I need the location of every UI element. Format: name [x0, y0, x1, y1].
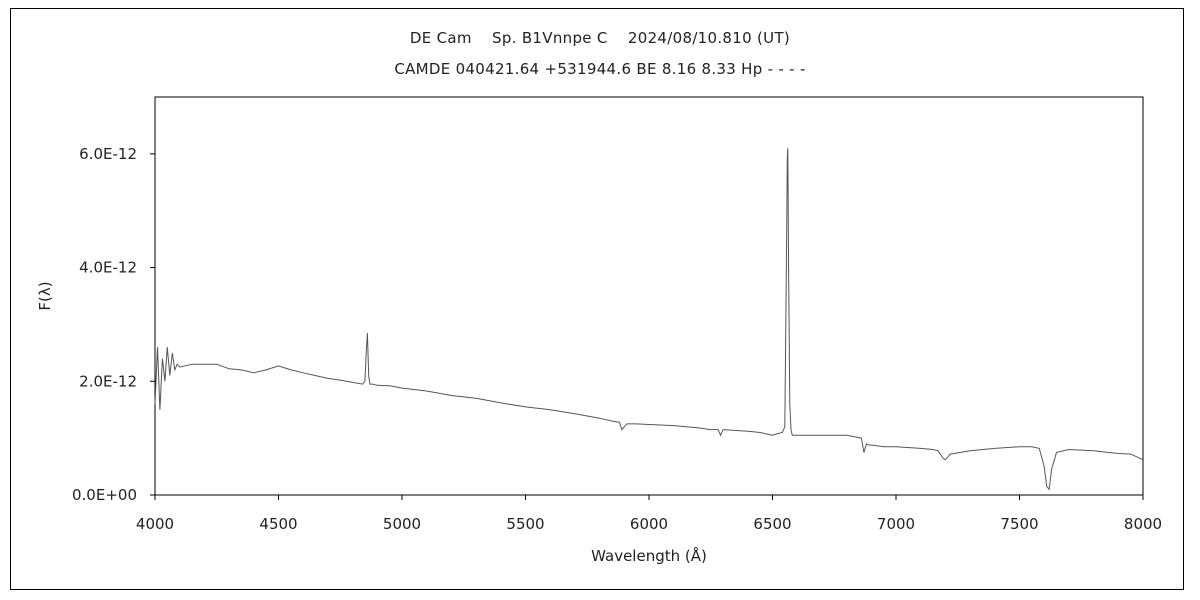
y-tick-label: 4.0E-12 [79, 259, 137, 277]
x-tick-label: 5500 [506, 515, 544, 533]
y-tick-label: 2.0E-12 [79, 372, 137, 390]
x-tick-label: 4500 [259, 515, 297, 533]
y-tick-label: 6.0E-12 [79, 145, 137, 163]
chart-subtitle: CAMDE 040421.64 +531944.6 BE 8.16 8.33 H… [394, 60, 806, 78]
y-axis: 0.0E+00 2.0E-12 4.0E-12 6.0E-12 [72, 145, 155, 504]
y-axis-label: F(λ) [36, 281, 54, 310]
spectrum-line [154, 148, 1144, 491]
x-tick-label: 7500 [1000, 515, 1038, 533]
x-tick-label: 6000 [630, 515, 668, 533]
x-tick-label: 5000 [383, 515, 421, 533]
x-tick-label: 7000 [877, 515, 915, 533]
chart-title: DE Cam Sp. B1Vnnpe C 2024/08/10.810 (UT) [409, 29, 791, 47]
plot-area [154, 96, 1144, 496]
x-tick-label: 6500 [753, 515, 791, 533]
x-tick-label: 4000 [136, 515, 174, 533]
y-tick-label: 0.0E+00 [72, 486, 137, 504]
x-axis-label: Wavelength (Å) [591, 546, 707, 565]
x-tick-label: 8000 [1124, 515, 1162, 533]
x-axis: 4000 4500 5000 5500 6000 6500 7000 7500 8000 [136, 495, 1162, 533]
chart-frame [10, 8, 1184, 590]
